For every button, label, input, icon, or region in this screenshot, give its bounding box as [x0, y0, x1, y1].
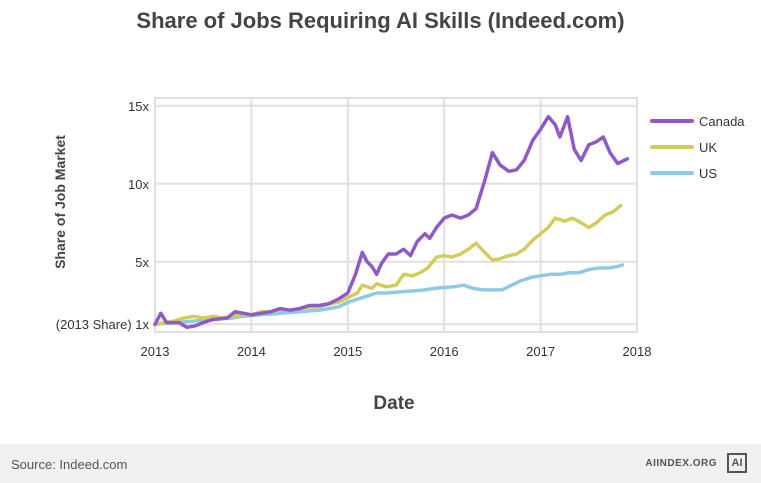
- legend-label-canada: Canada: [699, 114, 745, 129]
- y-tick-label: 5x: [135, 255, 149, 270]
- source-note: Source: Indeed.com: [11, 457, 128, 472]
- chart-title: Share of Jobs Requiring AI Skills (Indee…: [136, 8, 625, 33]
- plot-frame: [154, 97, 638, 333]
- x-tick-label: 2015: [333, 344, 362, 359]
- y-tick-label: 10x: [128, 177, 149, 192]
- x-tick-label: 2017: [526, 344, 555, 359]
- footer: Source: Indeed.com AIINDEX.ORG AI: [0, 444, 761, 483]
- x-tick-label: 2018: [623, 344, 652, 359]
- x-axis-label: Date: [373, 393, 414, 414]
- ai-index-logo-icon: AI: [727, 453, 747, 473]
- y-axis-ticks: (2013 Share) 1x 5x 10x 15x: [56, 99, 150, 332]
- series-line-us: [153, 263, 625, 326]
- brand: AIINDEX.ORG AI: [645, 453, 747, 473]
- legend-label-us: US: [699, 166, 717, 181]
- x-axis-ticks: 2013 2014 2015 2016 2017 2018: [141, 344, 652, 359]
- brand-text: AIINDEX.ORG: [645, 457, 717, 469]
- x-tick-label: 2013: [141, 344, 170, 359]
- y-tick-label: (2013 Share) 1x: [56, 317, 150, 332]
- line-chart: (2013 Share) 1x 5x 10x 15x 2013 2014 2015 2016…: [52, 97, 745, 414]
- y-tick-label: 15x: [128, 99, 149, 114]
- series-line-canada: [153, 114, 630, 330]
- x-tick-label: 2016: [430, 344, 459, 359]
- legend: Canada UK US: [650, 114, 745, 181]
- grid: [154, 97, 638, 333]
- legend-label-uk: UK: [699, 140, 717, 155]
- x-tick-label: 2014: [237, 344, 266, 359]
- series-lines: [153, 114, 630, 330]
- y-axis-label: Share of Job Market: [52, 135, 68, 269]
- series-line-uk: [153, 203, 623, 326]
